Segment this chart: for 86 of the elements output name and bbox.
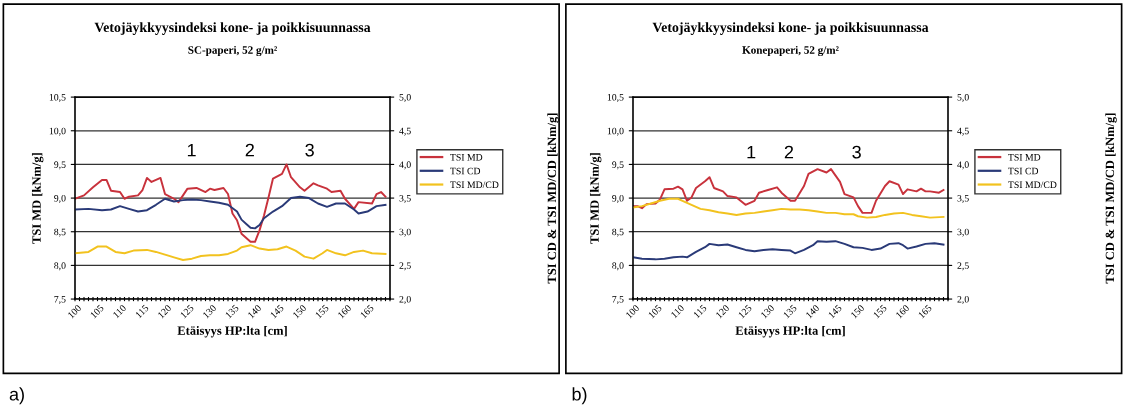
x-tick-label: 115 bbox=[693, 304, 707, 319]
annotation: 1 bbox=[187, 143, 196, 157]
legend-label: TSI CD bbox=[1008, 167, 1039, 175]
y-tick-label: 10,5 bbox=[607, 94, 624, 102]
annotation: 2 bbox=[245, 143, 254, 157]
y-tick-label: 8,0 bbox=[54, 262, 66, 271]
y-tick-label: 10,5 bbox=[49, 94, 66, 102]
x-tick-label: 125 bbox=[738, 304, 753, 319]
x-tick-label: 100 bbox=[625, 304, 640, 319]
legend-label: TSI MD bbox=[1008, 154, 1041, 161]
x-tick-label: 165 bbox=[360, 304, 375, 319]
y-tick-label: 10,0 bbox=[49, 127, 66, 136]
x-tick-label: 155 bbox=[315, 304, 330, 319]
y2-tick-label: 2,5 bbox=[399, 262, 411, 271]
y-axis-title: TSI MD [kNm/g] bbox=[589, 153, 602, 244]
x-tick-label: 145 bbox=[828, 304, 843, 319]
y-tick-label: 10,0 bbox=[607, 127, 624, 136]
x-tick-label: 130 bbox=[202, 304, 217, 319]
x-tick-label: 120 bbox=[715, 304, 730, 319]
x-tick-label: 125 bbox=[180, 304, 195, 319]
line-series bbox=[633, 197, 945, 219]
y2-tick-label: 2,5 bbox=[957, 262, 969, 271]
y2-tick-label: 4,5 bbox=[957, 127, 969, 136]
y-tick-label: 7,5 bbox=[612, 296, 624, 304]
line-series bbox=[75, 163, 387, 243]
x-tick-label: 155 bbox=[873, 304, 888, 319]
line-series bbox=[633, 168, 945, 214]
y-tick-label: 9,5 bbox=[612, 161, 624, 170]
y2-tick-label: 3,0 bbox=[957, 228, 969, 237]
text: a) bbox=[9, 387, 24, 405]
x-tick-label: 110 bbox=[670, 304, 685, 319]
x-tick-label: 100 bbox=[67, 304, 82, 319]
y2-tick-label: 2,0 bbox=[399, 295, 411, 304]
y-tick-label: 8,5 bbox=[612, 228, 624, 237]
y-tick-label: 9,5 bbox=[54, 161, 66, 170]
y2-tick-label: 3,0 bbox=[399, 228, 411, 237]
x-tick-label: 165 bbox=[918, 304, 933, 319]
y2-tick-label: 3,5 bbox=[399, 195, 411, 203]
x-axis-title: Etäisyys HP:lta [cm] bbox=[735, 326, 845, 338]
y-tick-label: 9,0 bbox=[54, 194, 66, 203]
chart-subtitle: Konepaperi, 52 g/m² bbox=[742, 45, 839, 57]
y-axis-title: TSI MD [kNm/g] bbox=[31, 153, 44, 244]
annotation: 1 bbox=[747, 145, 756, 159]
y2-tick-label: 5,0 bbox=[957, 94, 969, 102]
annotation: 2 bbox=[784, 145, 794, 159]
chart-subtitle: SC-paperi, 52 g/m² bbox=[188, 45, 277, 57]
y2-tick-label: 3,5 bbox=[957, 195, 969, 203]
x-tick-label: 160 bbox=[337, 304, 352, 319]
x-tick-label: 150 bbox=[292, 304, 307, 319]
x-tick-label: 145 bbox=[270, 304, 285, 319]
y2-tick-label: 2,0 bbox=[957, 295, 969, 304]
legend-label: TSI MD/CD bbox=[450, 181, 499, 189]
x-axis-title: Etäisyys HP:lta [cm] bbox=[177, 326, 287, 338]
legend-label: TSI MD bbox=[450, 154, 483, 161]
y2-tick-label: 4,0 bbox=[957, 161, 969, 170]
y-tick-label: 9,0 bbox=[612, 194, 624, 203]
x-tick-label: 110 bbox=[112, 304, 127, 319]
y2-tick-label: 5,0 bbox=[399, 94, 411, 102]
y2-tick-label: 4,0 bbox=[399, 161, 411, 170]
line-series bbox=[75, 244, 387, 261]
x-tick-label: 160 bbox=[895, 304, 910, 319]
line-series bbox=[75, 195, 387, 230]
y-tick-label: 8,5 bbox=[54, 228, 66, 237]
x-tick-label: 140 bbox=[247, 304, 262, 319]
y2-axis-title: TSI CD & TSI MD/CD [kNm/g] bbox=[1105, 113, 1117, 284]
legend-label: TSI CD bbox=[450, 167, 481, 175]
y-tick-label: 7,5 bbox=[54, 296, 66, 304]
x-tick-label: 150 bbox=[850, 304, 865, 319]
x-tick-label: 115 bbox=[135, 304, 149, 319]
x-tick-label: 105 bbox=[90, 304, 105, 319]
x-tick-label: 120 bbox=[157, 304, 172, 319]
y-tick-label: 8,0 bbox=[612, 262, 624, 271]
annotation: 3 bbox=[852, 145, 861, 159]
y2-axis-title: TSI CD & TSI MD/CD [kNm/g] bbox=[547, 113, 559, 284]
text: b) bbox=[572, 387, 587, 405]
line-series bbox=[633, 240, 945, 261]
x-tick-label: 135 bbox=[783, 304, 798, 319]
annotation: 3 bbox=[305, 143, 314, 157]
x-tick-label: 135 bbox=[225, 304, 240, 319]
x-tick-label: 105 bbox=[648, 304, 663, 319]
x-tick-label: 130 bbox=[760, 304, 775, 319]
y2-tick-label: 4,5 bbox=[399, 127, 411, 136]
x-tick-label: 140 bbox=[805, 304, 820, 319]
chart-title: Vetojäykkyysindeksi kone- ja poikkisuunnassa bbox=[652, 22, 929, 35]
chart-title: Vetojäykkyysindeksi kone- ja poikkisuunnassa bbox=[94, 22, 371, 35]
legend-label: TSI MD/CD bbox=[1008, 181, 1057, 189]
